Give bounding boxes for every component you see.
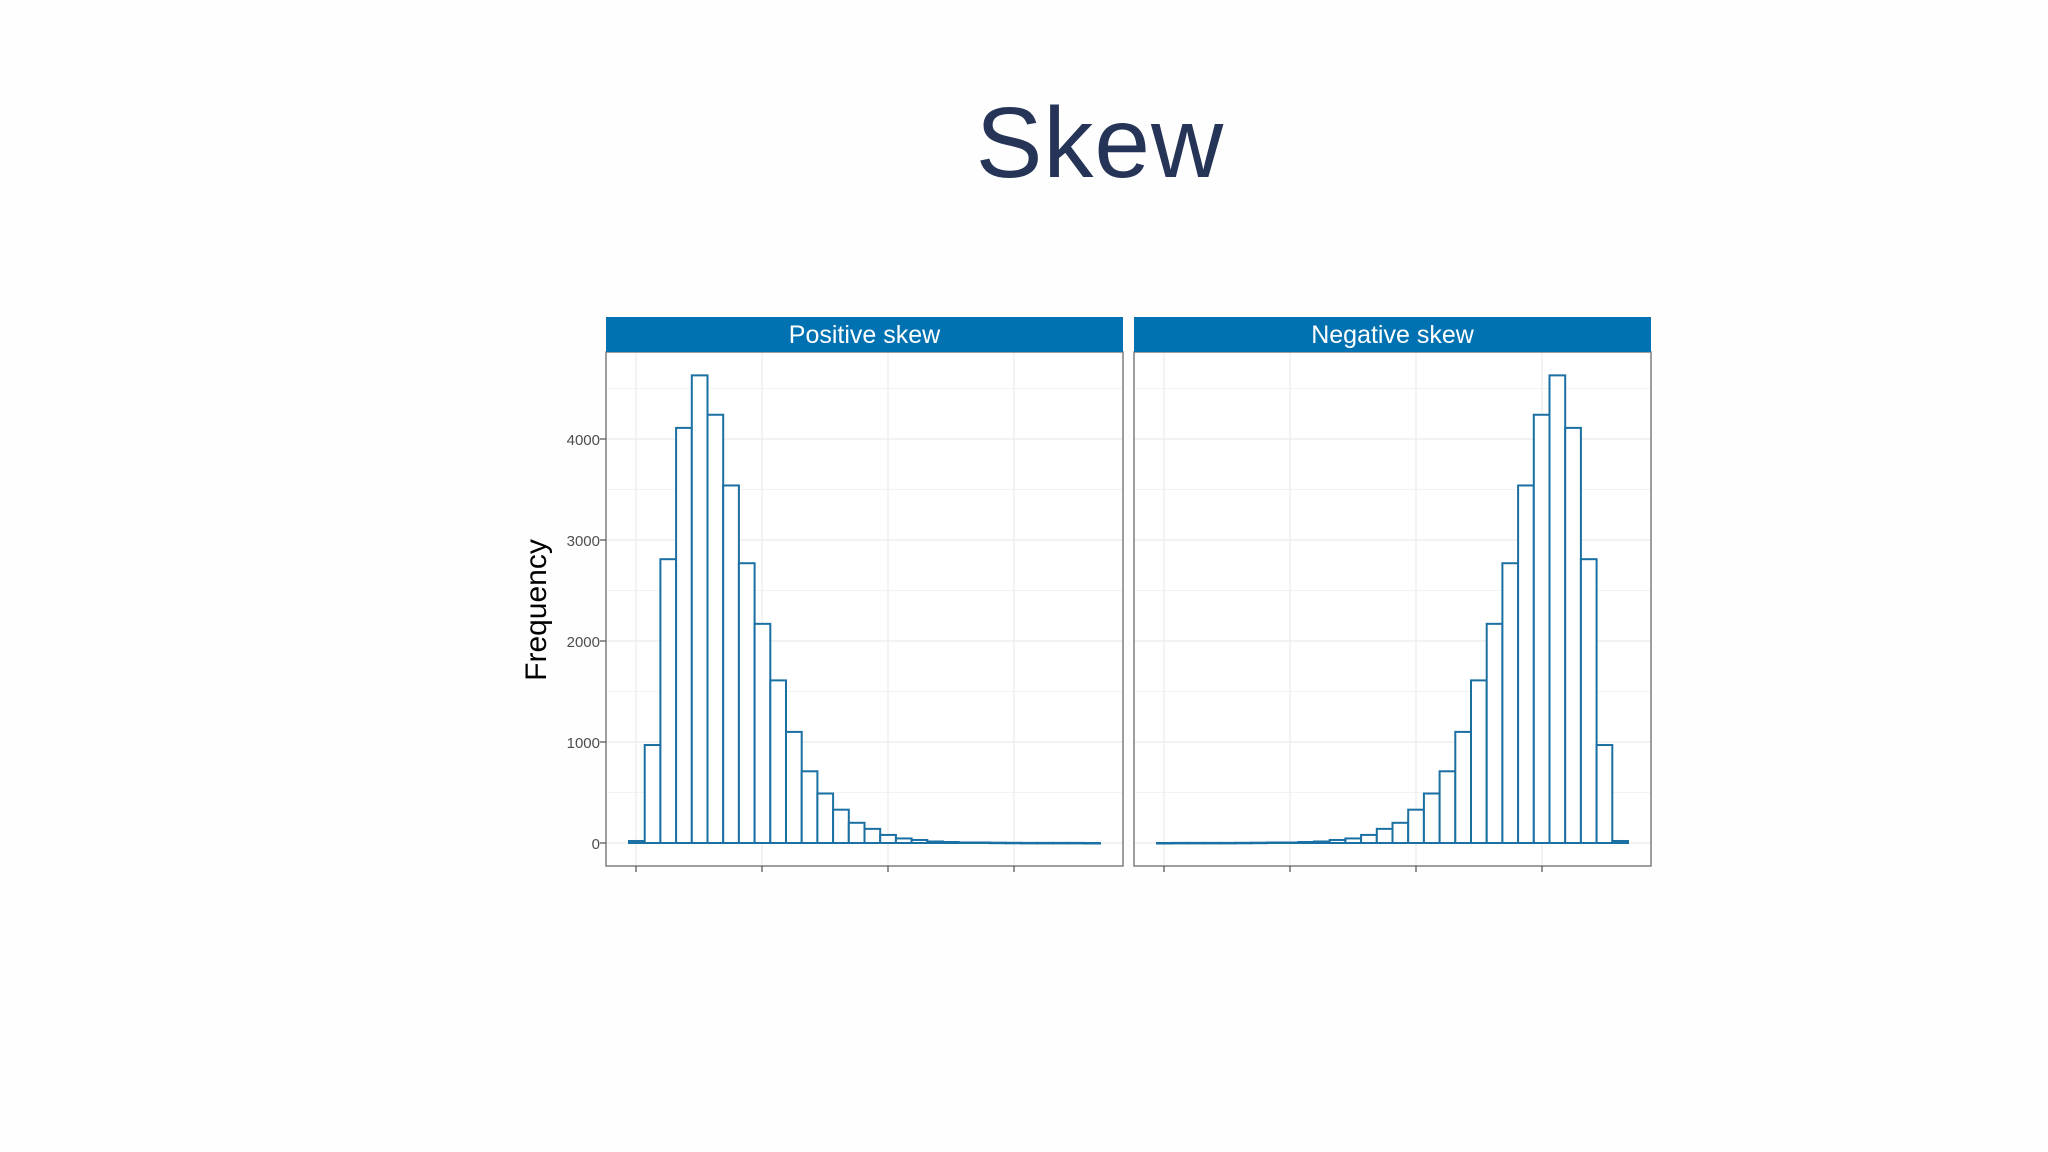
histogram-bar	[1407, 808, 1425, 844]
strip-header-negative	[1134, 317, 1651, 352]
histogram-bar	[1187, 841, 1206, 845]
histogram-bar	[722, 484, 740, 844]
histogram-bar	[675, 426, 693, 844]
histogram-bar	[1532, 413, 1551, 844]
histogram-bar	[1611, 839, 1630, 844]
histogram-bar	[1344, 837, 1363, 845]
histogram-bar	[1454, 730, 1473, 845]
y-axis: 0 1000 2000 3000 4000	[567, 432, 600, 853]
histogram-bar	[1067, 841, 1086, 845]
histogram-bar	[1391, 821, 1410, 844]
histogram-bar	[1036, 841, 1054, 845]
histogram-bar	[1470, 679, 1488, 845]
histogram-bar	[785, 730, 803, 845]
histogram-bar	[1218, 841, 1237, 845]
histogram-bar	[1265, 841, 1284, 844]
histogram-bar	[1375, 827, 1394, 844]
histogram-bar	[879, 833, 897, 844]
histogram-bar	[1203, 841, 1221, 845]
histogram-bar	[1250, 841, 1268, 845]
strip-label-positive: Positive skew	[789, 321, 941, 349]
histogram-bar	[1328, 838, 1347, 844]
histogram-bar	[1501, 562, 1520, 844]
histogram-bar	[863, 827, 882, 844]
y-tick-label: 4000	[567, 432, 600, 449]
histogram-bar	[769, 679, 787, 845]
histogram-bar	[926, 840, 944, 844]
y-tick-label: 2000	[567, 634, 600, 651]
histogram-bar	[1595, 744, 1614, 845]
histogram-bar	[894, 837, 913, 845]
histogram-bar	[1579, 558, 1598, 844]
panel-negative-skew	[1133, 351, 1652, 872]
strip-label-negative: Negative skew	[1311, 321, 1475, 349]
histogram-bar	[832, 808, 850, 844]
histogram-bar	[1360, 833, 1378, 844]
histogram-bar	[942, 840, 960, 844]
histogram-bar	[910, 838, 929, 844]
strip-header-positive	[606, 317, 1123, 352]
histogram-bar	[659, 558, 678, 844]
histogram-bar	[1422, 792, 1441, 845]
histogram-bar	[1156, 842, 1174, 845]
histogram-bar	[1083, 842, 1102, 845]
y-tick-label: 0	[592, 836, 600, 853]
histogram-bar	[643, 744, 662, 845]
histogram-bar	[706, 413, 725, 844]
histogram-bar	[1297, 840, 1316, 844]
y-tick-label: 1000	[567, 735, 600, 752]
histogram-bar	[973, 841, 992, 844]
y-axis-title: Frequency	[520, 539, 553, 681]
panel-positive-skew	[600, 351, 1124, 872]
histogram-bar	[816, 792, 835, 845]
histogram-bar	[1485, 622, 1504, 845]
histogram-bar	[737, 562, 756, 844]
histogram-bar	[1004, 841, 1023, 845]
histogram-bar	[1051, 841, 1070, 845]
histogram-bar	[989, 841, 1007, 845]
histogram-bar	[957, 841, 976, 844]
histogram-bar	[1234, 841, 1253, 845]
histogram-bar	[1171, 841, 1190, 845]
slide-title: Skew	[975, 87, 1225, 199]
histogram-bar	[1020, 841, 1039, 845]
histogram-bar	[847, 821, 866, 844]
histogram-bar	[1517, 484, 1535, 844]
histogram-bar	[800, 770, 819, 844]
histogram-bar	[753, 622, 772, 845]
histogram-bar	[1313, 840, 1331, 844]
histogram-bar	[1281, 841, 1300, 844]
histogram-bar	[690, 374, 709, 844]
histogram-bar	[1438, 770, 1457, 844]
histogram-bar	[628, 839, 646, 844]
histogram-bar	[1564, 426, 1582, 844]
y-tick-label: 3000	[567, 533, 600, 550]
histogram-bar	[1548, 374, 1567, 844]
